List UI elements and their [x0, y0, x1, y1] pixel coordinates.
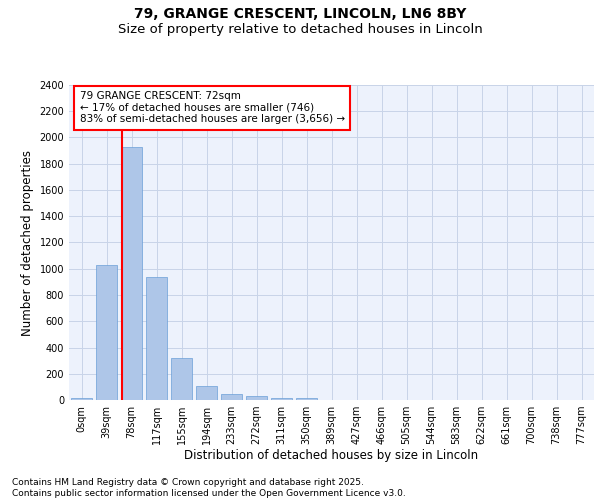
Bar	[171, 358, 192, 400]
Bar	[271, 398, 292, 400]
Y-axis label: Number of detached properties: Number of detached properties	[21, 150, 34, 336]
Bar	[296, 398, 317, 400]
X-axis label: Distribution of detached houses by size in Lincoln: Distribution of detached houses by size …	[184, 448, 479, 462]
Bar	[96, 265, 117, 400]
Bar	[246, 396, 267, 400]
Bar	[71, 398, 92, 400]
Bar	[121, 146, 142, 400]
Text: 79, GRANGE CRESCENT, LINCOLN, LN6 8BY: 79, GRANGE CRESCENT, LINCOLN, LN6 8BY	[134, 8, 466, 22]
Text: Contains HM Land Registry data © Crown copyright and database right 2025.
Contai: Contains HM Land Registry data © Crown c…	[12, 478, 406, 498]
Text: Size of property relative to detached houses in Lincoln: Size of property relative to detached ho…	[118, 22, 482, 36]
Bar	[146, 276, 167, 400]
Bar	[196, 386, 217, 400]
Bar	[221, 394, 242, 400]
Text: 79 GRANGE CRESCENT: 72sqm
← 17% of detached houses are smaller (746)
83% of semi: 79 GRANGE CRESCENT: 72sqm ← 17% of detac…	[79, 92, 344, 124]
